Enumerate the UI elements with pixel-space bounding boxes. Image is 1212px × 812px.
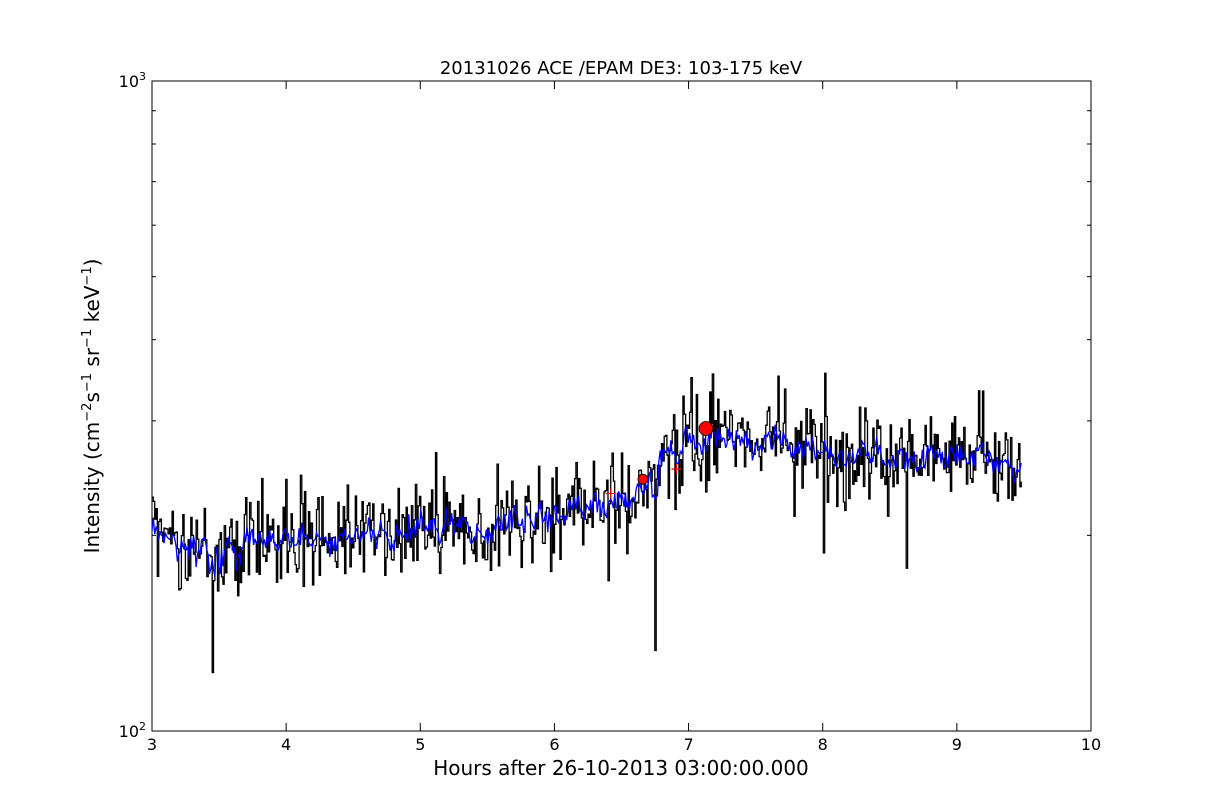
y-axis-label-exp2: −1 <box>80 373 95 392</box>
x-tick-label: 9 <box>952 735 962 754</box>
y-axis-label-mid1: s <box>80 392 104 402</box>
chart-title: 20131026 ACE /EPAM DE3: 103-175 keV <box>440 58 803 79</box>
y-tick-label-base: 10 <box>119 72 139 91</box>
series-raw-intensity <box>152 372 1022 674</box>
x-tick-label: 10 <box>1081 735 1101 754</box>
marker-plus <box>605 488 616 499</box>
y-axis-label-prefix: Intensity (cm <box>80 422 104 554</box>
series-layer <box>151 372 1022 674</box>
marker-circle <box>637 473 649 485</box>
x-tick-label: 6 <box>549 735 559 754</box>
y-tick-label-base: 10 <box>119 722 139 741</box>
series-smoothed-intensity <box>151 424 1022 577</box>
y-axis-label-mid3: keV <box>80 285 104 329</box>
y-axis-label-exp1: −2 <box>80 403 95 422</box>
plot-frame <box>151 80 1092 732</box>
y-axis-label: Intensity (cm−2s−1 sr−1 keV−1) <box>80 259 104 554</box>
x-axis-label: Hours after 26-10-2013 03:00:00.000 <box>433 756 809 780</box>
x-tick-label: 7 <box>683 735 693 754</box>
x-axis: 3 4 5 6 7 8 9 10 <box>147 81 1101 754</box>
plot-area <box>151 80 1092 732</box>
y-axis-label-suffix: ) <box>80 259 104 267</box>
y-axis-label-mid2: sr <box>80 347 104 373</box>
x-tick-label: 3 <box>147 735 157 754</box>
y-axis-label-exp4: −1 <box>80 266 95 285</box>
y-tick-label: 103 <box>119 70 146 91</box>
x-tick-label: 5 <box>415 735 425 754</box>
y-tick-label-exp: 2 <box>139 720 146 733</box>
x-tick-label: 4 <box>281 735 291 754</box>
marker-circle <box>698 421 714 436</box>
marker-layer <box>605 421 714 499</box>
y-tick-label-exp: 3 <box>139 70 146 83</box>
marker-plus <box>671 463 682 474</box>
x-tick-label: 8 <box>818 735 828 754</box>
y-axis-label-exp3: −1 <box>80 329 95 348</box>
y-tick-label: 102 <box>119 720 146 741</box>
